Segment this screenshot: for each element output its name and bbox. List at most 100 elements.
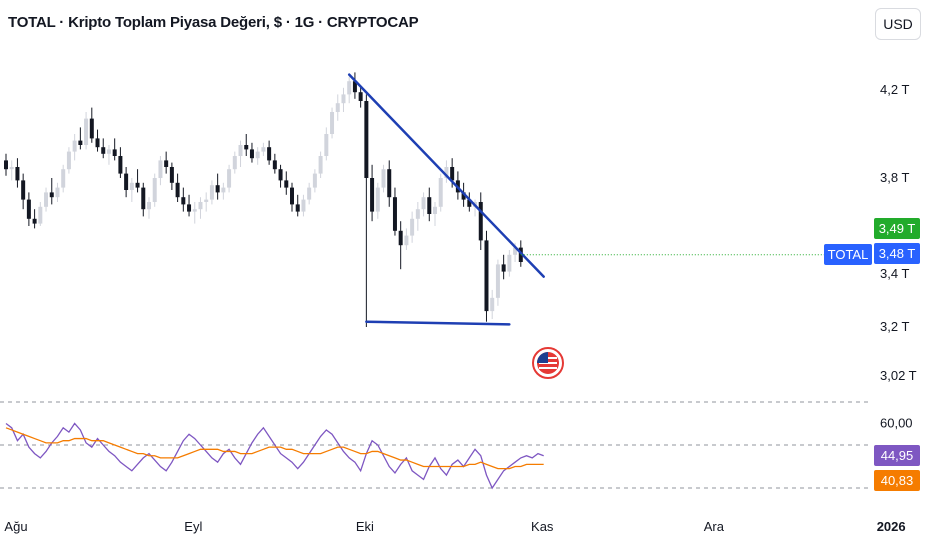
last-value-tag: 3,48 T (874, 243, 920, 264)
candle-body (421, 197, 426, 210)
candle-body (507, 254, 512, 272)
candle-body (272, 160, 277, 170)
symbol-tag: TOTAL (824, 244, 872, 265)
price-axis[interactable]: 4,2 T 3,8 T 3,4 T 3,2 T 3,02 T (880, 82, 917, 383)
candle-body (169, 167, 174, 183)
rsi-value-tag: 44,95 (874, 445, 920, 466)
candle-body (181, 197, 186, 205)
rsi-series-line (5, 422, 544, 490)
candle-body (141, 187, 146, 210)
candle-body (341, 94, 346, 104)
candle-body (513, 247, 518, 255)
rsi-reference-lines (0, 401, 870, 489)
candle-body (61, 169, 66, 188)
candle-body (106, 149, 111, 154)
candle-body (370, 178, 375, 212)
time-axis-label: Ağu (4, 519, 27, 534)
candle-body (501, 264, 506, 272)
candle-body (26, 199, 31, 219)
candle-body (352, 81, 357, 93)
candle-body (101, 147, 106, 154)
candle-body (398, 230, 403, 246)
candle-body (209, 185, 214, 200)
candle-body (444, 167, 449, 178)
candle-body (364, 101, 369, 178)
candle-body (158, 160, 163, 178)
candle-body (324, 134, 329, 156)
candle-body (124, 173, 129, 190)
candle-body (129, 182, 134, 190)
candle-body (295, 204, 300, 212)
candle-body (227, 169, 232, 188)
candle-body (72, 140, 77, 152)
candle-body (278, 169, 283, 181)
trendline (365, 320, 511, 326)
candle-body (318, 156, 323, 174)
candle-body (267, 147, 272, 161)
candle-body (164, 160, 169, 167)
candle-body (404, 235, 409, 246)
candle-body (55, 187, 60, 198)
candle-body (15, 167, 20, 181)
candle-body (307, 187, 312, 200)
candle-body (450, 167, 455, 181)
us-flag-event-icon[interactable] (532, 347, 564, 379)
candle-body (147, 202, 151, 210)
price-axis-label: 3,2 T (880, 319, 909, 334)
candle-body (427, 197, 432, 214)
rsi-axis-label: 60,00 (880, 416, 913, 431)
candle-body (484, 240, 489, 312)
candle-body (9, 167, 14, 170)
candle-body (187, 204, 192, 212)
candle-body (290, 187, 294, 205)
candle-body (467, 199, 472, 207)
rsi-axis[interactable]: 60,00 (880, 416, 913, 431)
ma-value-label: 40,83 (881, 473, 914, 488)
candle-body (255, 151, 260, 159)
candle-body (249, 149, 254, 159)
candle-body (495, 264, 500, 298)
high-value-label: 3,49 T (879, 221, 916, 236)
candle-body (238, 145, 243, 156)
currency-button[interactable]: USD (875, 8, 921, 40)
candle-body (261, 147, 266, 152)
candle-body (49, 192, 54, 198)
candle-body (198, 202, 203, 210)
candle-body (135, 182, 140, 188)
candle-body (301, 199, 306, 212)
time-axis-label: 2026 (877, 519, 906, 534)
trendlines-group[interactable] (347, 73, 545, 326)
candle-body (112, 149, 117, 156)
candle-body (95, 138, 100, 148)
rsi-value-label: 44,95 (881, 448, 914, 463)
price-axis-label: 3,8 T (880, 170, 909, 185)
candle-body (381, 169, 386, 188)
chart-title: TOTAL · Kripto Toplam Piyasa Değeri, $ ·… (8, 14, 419, 31)
candle-body (347, 81, 352, 95)
candle-body (312, 173, 317, 188)
candle-body (32, 218, 37, 224)
candle-body (330, 112, 335, 134)
candle-body (244, 145, 249, 150)
candle-body (66, 151, 71, 170)
candle-body (490, 297, 495, 312)
candle-body (78, 140, 83, 145)
candle-body (232, 156, 237, 170)
time-axis-label: Eki (356, 519, 374, 534)
candle-body (4, 160, 8, 170)
time-axis-label: Eyl (184, 519, 202, 534)
candle-body (375, 187, 380, 212)
rsi-lines-group (5, 422, 544, 490)
candle-body (221, 187, 226, 193)
candle-body (387, 169, 392, 198)
time-axis-label: Ara (704, 519, 725, 534)
time-axis[interactable]: Ağu Eyl Eki Kas Ara 2026 (4, 519, 905, 534)
time-axis-label: Kas (531, 519, 554, 534)
last-value-label: 3,48 T (879, 246, 916, 261)
candle-body (415, 209, 420, 219)
candle-body (84, 118, 89, 145)
candle-body (44, 192, 49, 207)
candle-body (433, 206, 437, 214)
candle-body (204, 199, 209, 202)
